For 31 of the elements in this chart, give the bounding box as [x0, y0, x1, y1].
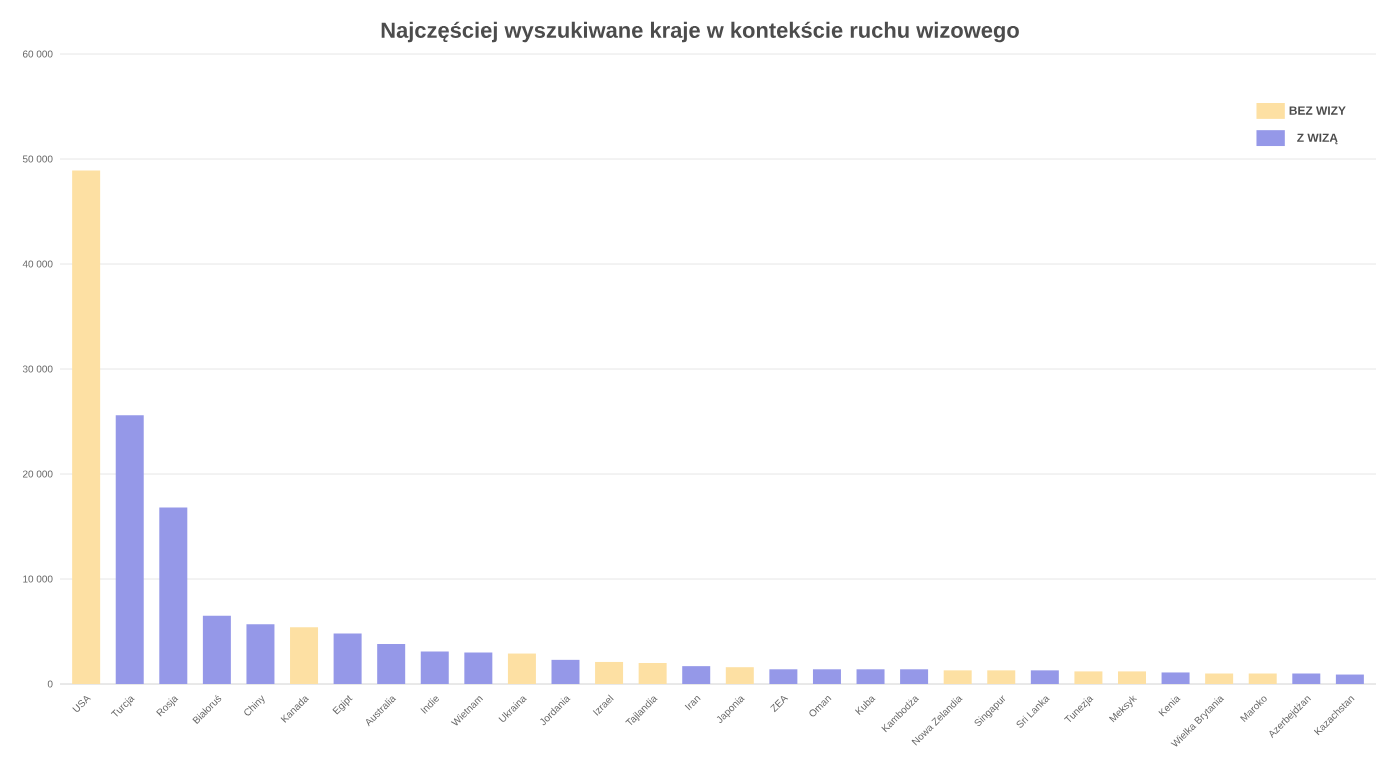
- bar: [1335, 674, 1364, 684]
- bar: [769, 669, 798, 684]
- bar: [682, 666, 711, 684]
- chart-title: Najczęściej wyszukiwane kraje w kontekście ruchu wizowego: [381, 21, 1019, 43]
- bar: [115, 415, 144, 684]
- bar: [507, 653, 536, 684]
- bar: [72, 170, 101, 684]
- bar: [1205, 673, 1234, 684]
- bar: [246, 624, 275, 684]
- bar: [638, 663, 667, 684]
- bar: [987, 670, 1016, 684]
- bar: [943, 670, 972, 684]
- bar: [1074, 671, 1103, 684]
- bar: [1292, 673, 1321, 684]
- bar: [551, 659, 580, 684]
- bar: [464, 652, 493, 684]
- bar: [900, 669, 929, 684]
- bar: [725, 667, 754, 684]
- bar: [812, 669, 841, 684]
- bar: [377, 644, 406, 684]
- bar: [159, 507, 188, 684]
- bar: [1161, 672, 1190, 684]
- bar: [1117, 671, 1146, 684]
- bar: [333, 633, 362, 684]
- bar: [1030, 670, 1059, 684]
- bar: [856, 669, 885, 684]
- bar: [1248, 673, 1277, 684]
- bar: [420, 651, 449, 684]
- bar: [290, 627, 319, 684]
- bar: [595, 661, 624, 684]
- bar: [202, 615, 231, 684]
